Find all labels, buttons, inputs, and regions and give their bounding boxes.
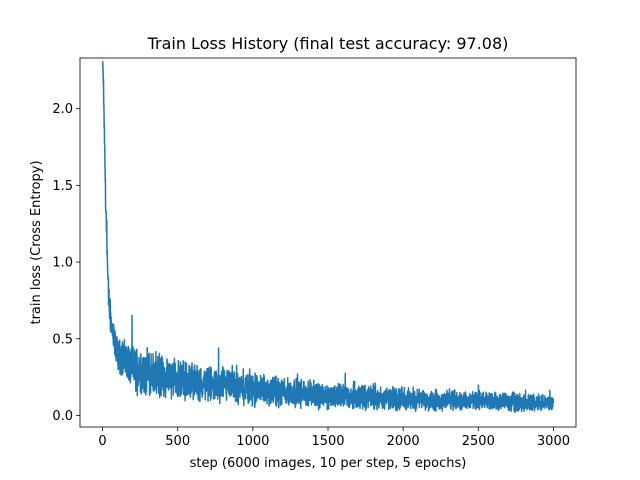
axes-frame <box>79 57 577 428</box>
y-tick-label: 1.5 <box>52 179 73 194</box>
loss-series-line-0 <box>101 60 555 414</box>
x-axis-label: step (6000 images, 10 per step, 5 epochs… <box>190 456 467 471</box>
y-axis-label: train loss (Cross Entropy) <box>29 160 44 324</box>
x-tick-label: 1000 <box>236 434 269 449</box>
plot-area <box>101 60 555 414</box>
y-tick-label: 0.5 <box>52 332 73 347</box>
x-tick-label: 0 <box>98 434 106 449</box>
y-tick-label: 2.0 <box>52 102 73 117</box>
axis-ticks: 0 500 1000 1500 2000 2500 3000 0.0 0.5 1.0 1.5 2.0 <box>52 102 570 449</box>
x-tick-label: 2500 <box>462 434 495 449</box>
x-tick-label: 500 <box>165 434 190 449</box>
x-tick-label: 1500 <box>311 434 344 449</box>
chart-title: Train Loss History (final test accuracy:… <box>147 34 509 53</box>
y-tick-label: 1.0 <box>52 256 73 271</box>
x-tick-label: 2000 <box>387 434 420 449</box>
y-tick-label: 0.0 <box>52 409 73 424</box>
x-tick-label: 3000 <box>537 434 570 449</box>
